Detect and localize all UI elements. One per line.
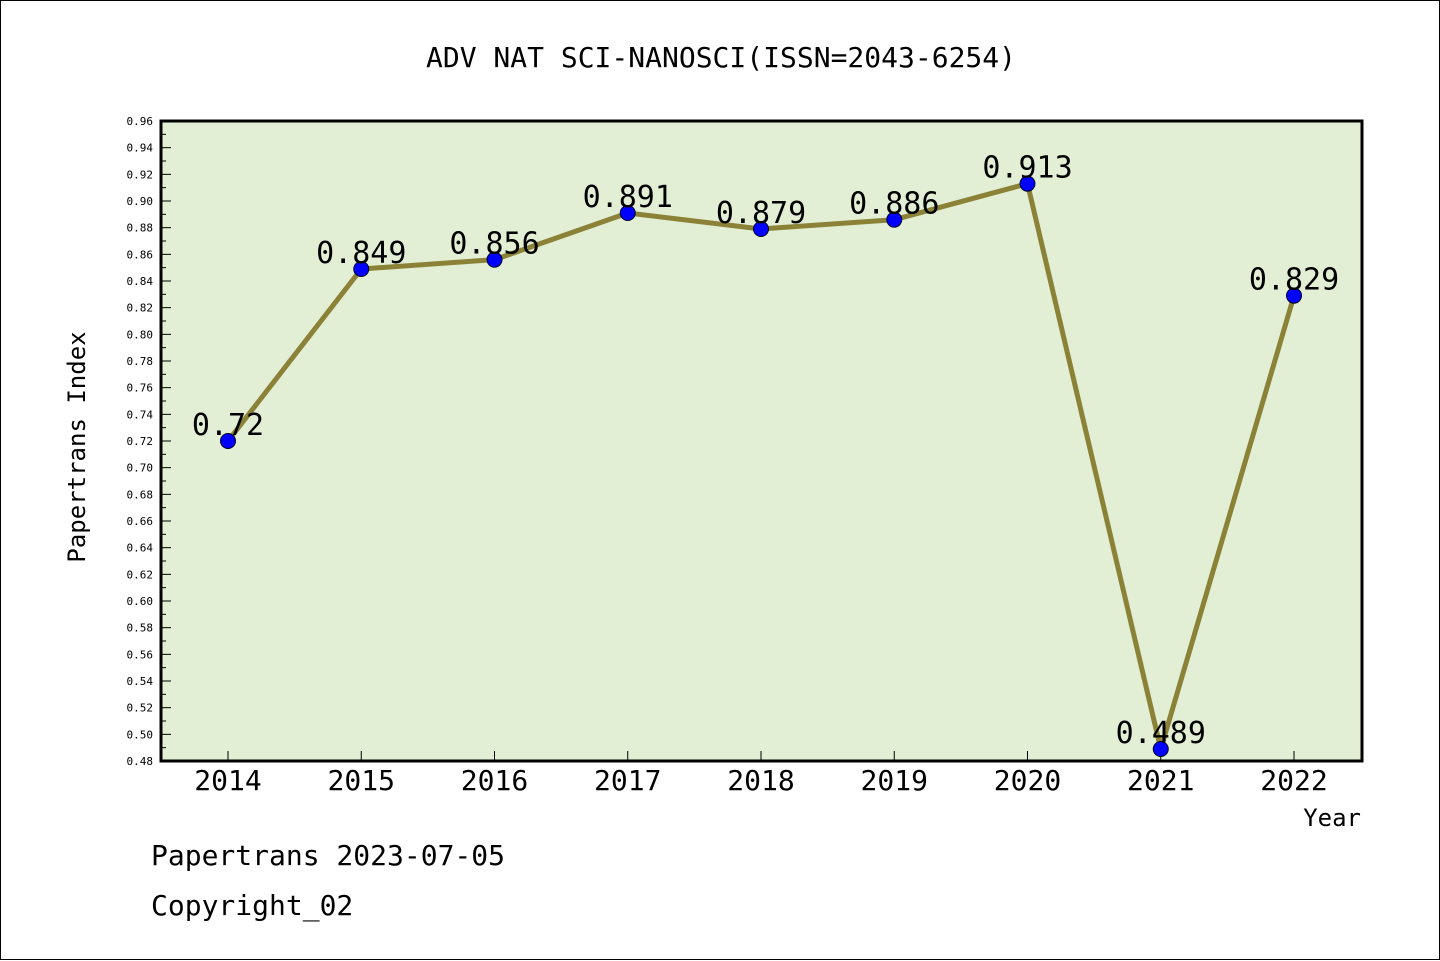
x-tick-label: 2014	[194, 764, 261, 797]
y-tick-label: 0.68	[127, 488, 154, 501]
y-tick-label: 0.92	[127, 168, 154, 181]
y-tick-label: 0.54	[127, 675, 154, 688]
y-tick-label: 0.78	[127, 355, 154, 368]
y-tick-label: 0.88	[127, 222, 154, 235]
y-tick-label: 0.86	[127, 248, 154, 261]
y-tick-label: 0.64	[127, 542, 154, 555]
y-tick-label: 0.72	[127, 435, 154, 448]
x-tick-label: 2020	[994, 764, 1061, 797]
data-label-2018: 0.879	[716, 196, 806, 231]
data-point-2018	[753, 221, 769, 237]
data-label-2022: 0.829	[1249, 263, 1339, 298]
data-label-2014: 0.72	[192, 408, 264, 443]
x-tick-label: 2019	[861, 764, 928, 797]
x-tick-label: 2015	[328, 764, 395, 797]
y-tick-label: 0.90	[127, 195, 154, 208]
y-axis-title: Papertrans Index	[63, 331, 91, 562]
y-tick-label: 0.80	[127, 328, 154, 341]
x-axis-ticks: 2014 2015 2016 2017 2018 2019 2020 2021 2022	[194, 751, 1328, 797]
data-label-2016: 0.856	[449, 227, 539, 262]
y-tick-label: 0.56	[127, 648, 154, 661]
y-tick-label: 0.48	[127, 755, 154, 768]
plot-border	[159, 119, 1364, 763]
x-tick-label: 2017	[594, 764, 661, 797]
data-label-2019: 0.886	[849, 187, 939, 222]
y-tick-label: 0.94	[127, 142, 154, 155]
x-axis-title: Year	[1303, 804, 1361, 832]
chart-title: ADV NAT SCI-NANOSCI(ISSN=2043-6254)	[426, 41, 1016, 74]
y-tick-label: 0.76	[127, 382, 154, 395]
data-label-2017: 0.891	[583, 180, 673, 215]
y-tick-label: 0.84	[127, 275, 154, 288]
data-point-2016	[486, 251, 503, 268]
data-labels: 0.72 0.849 0.856 0.891 0.879 0.886 0.913 0.489 0…	[192, 151, 1339, 751]
y-tick-label: 0.96	[127, 115, 154, 128]
data-label-2015: 0.849	[316, 236, 406, 271]
x-tick-label: 2021	[1127, 764, 1194, 797]
x-tick-label: 2018	[727, 764, 794, 797]
data-point-2014	[220, 433, 236, 449]
y-tick-label: 0.70	[127, 462, 154, 475]
y-tick-label: 0.52	[127, 702, 154, 715]
data-label-2020: 0.913	[982, 151, 1072, 186]
y-tick-label: 0.62	[127, 568, 154, 581]
y-axis-ticks: 0.48 0.50 0.52 0.54 0.56 0.58 0.60 0.62 0.64 0.66…	[127, 115, 171, 768]
y-tick-label: 0.74	[127, 408, 154, 421]
data-point-2021	[1152, 741, 1169, 757]
data-point-2017	[619, 205, 636, 221]
data-point-2019	[886, 211, 903, 228]
y-tick-label: 0.60	[127, 595, 154, 608]
series-group	[220, 175, 1302, 757]
x-tick-label: 2022	[1260, 764, 1327, 797]
y-tick-label: 0.82	[127, 302, 154, 315]
data-point-2020	[1019, 175, 1036, 192]
y-tick-label: 0.58	[127, 622, 154, 635]
footer-copyright: Copyright_02	[151, 889, 353, 923]
footer-date: Papertrans 2023-07-05	[151, 839, 505, 872]
y-tick-label: 0.50	[127, 728, 154, 741]
data-label-2021: 0.489	[1116, 716, 1206, 751]
x-tick-label: 2016	[461, 764, 528, 797]
data-point-2015	[353, 261, 370, 277]
y-tick-label: 0.66	[127, 515, 154, 528]
data-point-2022	[1286, 287, 1302, 304]
